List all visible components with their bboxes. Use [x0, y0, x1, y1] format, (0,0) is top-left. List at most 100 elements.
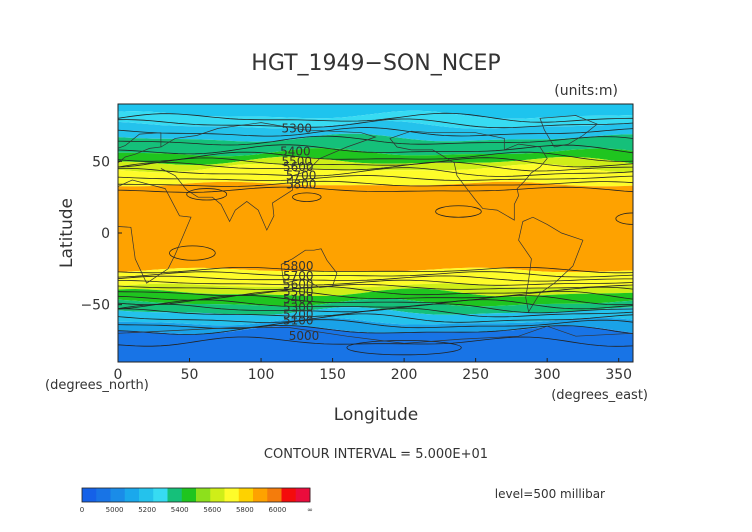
- contour-line: [118, 127, 633, 137]
- x-tick-label: 250: [462, 367, 489, 383]
- color-band: [118, 104, 633, 119]
- contour-loop: [186, 188, 228, 201]
- colorbar-label: 0: [80, 506, 84, 514]
- x-tick-label: 0: [114, 367, 123, 383]
- x-tick-label: 350: [605, 367, 632, 383]
- coastlines: [118, 115, 633, 344]
- coastline: [389, 130, 548, 221]
- contour-line: [118, 294, 633, 306]
- contour-label: 5800: [286, 177, 317, 191]
- contour-line: [118, 313, 633, 323]
- contour-line: [118, 303, 633, 314]
- x-tick-label: 150: [319, 367, 346, 383]
- color-band: [118, 133, 633, 157]
- colorbar-cell: [110, 488, 126, 502]
- contour-label: 5500: [283, 285, 314, 299]
- contour-line: [118, 319, 633, 329]
- colorbar-cell: [96, 488, 111, 502]
- contour-label: 5700: [286, 169, 317, 183]
- color-band: [118, 156, 633, 173]
- color-band: [118, 163, 633, 187]
- contour-loop: [292, 192, 322, 202]
- coastline: [160, 122, 377, 231]
- colorbar-cell: [124, 488, 140, 502]
- colorbar-cell: [281, 488, 297, 502]
- coastline: [539, 115, 598, 148]
- contour-line: [118, 151, 633, 162]
- colorbar-cell: [238, 488, 254, 502]
- colorbar-cell: [253, 488, 268, 502]
- contour-line: [118, 286, 633, 296]
- coastline: [118, 179, 192, 284]
- contour-label: 5000: [289, 329, 320, 343]
- coastline: [280, 248, 338, 288]
- colorbar-label: 5400: [171, 506, 189, 514]
- coastline: [118, 325, 633, 344]
- contour-line: [118, 175, 633, 181]
- x-axis-label: Longitude: [334, 405, 419, 425]
- colorbar-cell: [210, 488, 225, 502]
- y-axis-units: (degrees_north): [45, 378, 149, 393]
- colorbar-cell: [295, 488, 311, 502]
- contour-line: [118, 118, 633, 129]
- contour-label: 5800: [283, 259, 314, 273]
- x-tick-label: 100: [248, 367, 275, 383]
- contour-line: [118, 112, 633, 123]
- colorbar-label: 6000: [269, 506, 287, 514]
- contour-line: [118, 157, 633, 168]
- contour-line: [118, 299, 633, 310]
- contour-lines: [118, 112, 633, 356]
- level-text: level=500 millibar: [495, 487, 605, 501]
- colorbar-cell: [181, 488, 197, 502]
- colorbar-label: ∞: [307, 506, 313, 514]
- colorbar-label: 5200: [138, 506, 156, 514]
- x-axis-units: (degrees_east): [551, 388, 648, 403]
- colorbar-label: 5000: [106, 506, 124, 514]
- y-tick-label: −50: [80, 298, 110, 314]
- contour-loop: [435, 205, 482, 218]
- colorbar-cell: [224, 488, 240, 502]
- color-band: [118, 181, 633, 273]
- colorbar-cell: [82, 488, 97, 502]
- contour-line: [118, 186, 633, 193]
- color-band: [118, 120, 633, 142]
- contour-label: 5600: [283, 278, 314, 292]
- contour-line: [118, 180, 633, 187]
- contour-label: 5100: [283, 313, 314, 327]
- color-band: [118, 267, 633, 288]
- contour-label: 5600: [283, 160, 314, 174]
- colorbar-cell: [196, 488, 211, 502]
- y-tick-label: 50: [92, 154, 110, 170]
- x-ticks: 0 50 100 150 200 250 300 350: [114, 358, 632, 383]
- contour-line: [118, 135, 633, 146]
- x-tick-label: 50: [181, 367, 199, 383]
- contour-interval-text: CONTOUR INTERVAL = 5.000E+01: [264, 447, 488, 462]
- coastline: [518, 216, 584, 313]
- contour-line: [118, 144, 633, 155]
- color-band: [118, 317, 633, 335]
- contour-line: [118, 275, 633, 282]
- contour-line: [118, 161, 633, 172]
- contour-label: 5300: [282, 121, 313, 135]
- x-tick-label: 200: [391, 367, 418, 383]
- x-tick-label: 300: [534, 367, 561, 383]
- contour-labels: 5300540055005600570058005800570056005500…: [280, 121, 319, 343]
- contour-label: 5200: [283, 308, 314, 322]
- y-axis-label: Latitude: [57, 198, 77, 268]
- contour-line: [118, 336, 633, 347]
- colorbar-cell: [167, 488, 183, 502]
- contour-line: [118, 279, 633, 286]
- color-band: [118, 148, 633, 165]
- contour-label: 5700: [283, 269, 314, 283]
- contour-label: 5400: [280, 144, 311, 158]
- contour-loop: [169, 245, 216, 261]
- y-ticks: −50 0 50: [80, 154, 122, 314]
- contour-line: [118, 271, 633, 278]
- colorbar-cell: [267, 488, 282, 502]
- colorbar-label: 5800: [236, 506, 254, 514]
- colorbar-frame: [81, 487, 311, 503]
- colorbar-cell: [153, 488, 168, 502]
- contour-line: [118, 307, 633, 318]
- colorbar: 0 5000 5200 5400 5600 5800 6000 ∞: [80, 487, 313, 514]
